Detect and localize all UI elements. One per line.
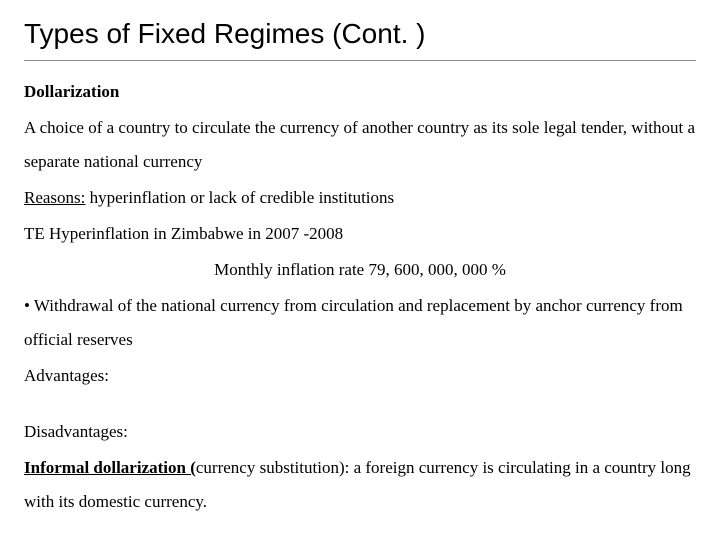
- informal-sub: currency substitution):: [196, 458, 349, 477]
- example-centered-stat: Monthly inflation rate 79, 600, 000, 000…: [24, 253, 696, 287]
- advantages-label: Advantages:: [24, 359, 696, 393]
- example-line: TE Hyperinflation in Zimbabwe in 2007 -2…: [24, 217, 696, 251]
- informal-dollarization-line: Informal dollarization (currency substit…: [24, 451, 696, 519]
- reasons-label: Reasons:: [24, 188, 85, 207]
- reasons-line: Reasons: hyperinflation or lack of credi…: [24, 181, 696, 215]
- disadvantages-label: Disadvantages:: [24, 415, 696, 449]
- subheading-dollarization: Dollarization: [24, 75, 696, 109]
- reasons-text: hyperinflation or lack of credible insti…: [85, 188, 394, 207]
- slide-title: Types of Fixed Regimes (Cont. ): [24, 18, 696, 61]
- informal-label: Informal dollarization (: [24, 458, 196, 477]
- slide-content: Dollarization A choice of a country to c…: [24, 75, 696, 519]
- bullet-withdrawal: • Withdrawal of the national currency fr…: [24, 289, 696, 357]
- advantages-blank: [24, 395, 696, 413]
- definition-paragraph: A choice of a country to circulate the c…: [24, 111, 696, 179]
